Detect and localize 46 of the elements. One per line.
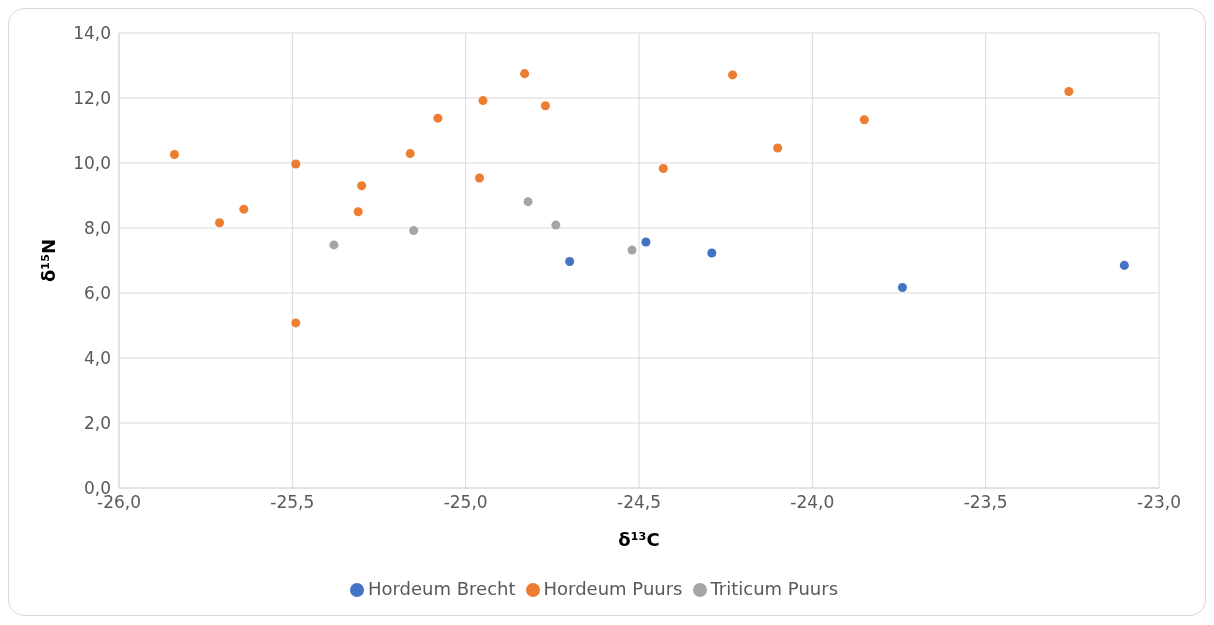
x-axis-title: δ¹³C [618, 529, 660, 550]
point [540, 101, 550, 111]
point [239, 204, 249, 214]
point [215, 218, 225, 228]
point [520, 69, 530, 79]
point [433, 113, 443, 123]
y-tick-label: 12,0 [73, 88, 111, 109]
point [773, 143, 783, 153]
point [728, 70, 738, 80]
point [897, 282, 907, 292]
legend-label: Hordeum Brecht [367, 578, 516, 599]
point [478, 96, 488, 106]
legend-label: Hordeum Puurs [543, 578, 683, 599]
point [291, 159, 301, 169]
point [658, 164, 668, 174]
y-axis-title: δ¹⁵N [38, 238, 60, 283]
x-tick-label: -23,5 [963, 492, 1008, 513]
point [641, 237, 651, 247]
x-tick-label: -25,5 [270, 492, 315, 513]
point [859, 115, 869, 125]
y-tick-label: 10,0 [73, 153, 111, 174]
y-tick-label: 6,0 [83, 283, 111, 304]
point [707, 248, 717, 258]
legend-label: Triticum Puurs [710, 578, 839, 599]
x-tick-label: -24,5 [617, 492, 661, 513]
point [565, 256, 575, 266]
point [169, 150, 179, 160]
y-tick-label: 4,0 [83, 348, 111, 369]
y-tick-label: 8,0 [83, 218, 111, 239]
point [357, 181, 367, 191]
point [353, 207, 363, 217]
point [523, 197, 533, 207]
point [1064, 86, 1074, 97]
point [409, 226, 419, 236]
x-tick-label: -23,0 [1137, 492, 1181, 513]
x-tick-label: -24,0 [790, 492, 835, 513]
point [627, 245, 637, 255]
point [291, 318, 301, 328]
x-tick-label: -25,0 [443, 492, 488, 513]
y-tick-label: 2,0 [83, 413, 111, 434]
point [1119, 260, 1129, 270]
point [405, 149, 415, 159]
point [551, 220, 561, 230]
point [329, 240, 339, 250]
point [475, 173, 485, 183]
y-tick-label: 14,0 [73, 23, 111, 44]
